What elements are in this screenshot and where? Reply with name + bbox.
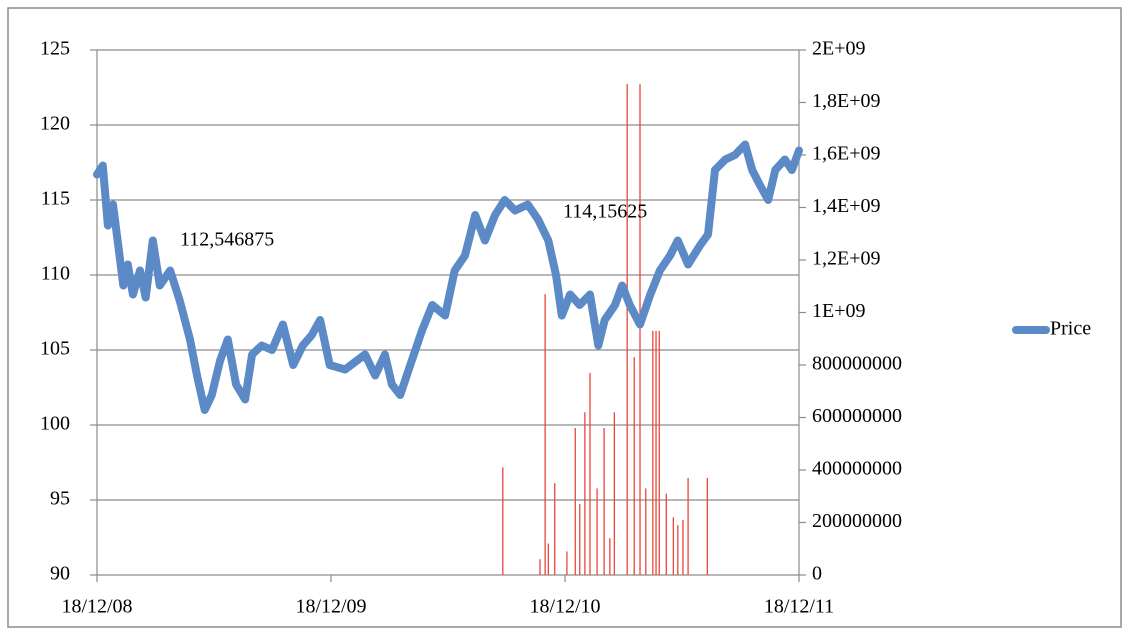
y-tick-label: 90 [50,563,70,585]
y2-tick-label: 1,4E+09 [812,195,881,217]
x-tick-label: 18/12/10 [529,596,600,618]
y2-tick-label: 400000000 [812,458,902,480]
y2-tick-label: 1,6E+09 [812,143,881,165]
y2-tick-label: 200000000 [812,510,902,532]
price-line [93,140,803,414]
y2-tick-label: 1,8E+09 [812,90,881,112]
y2-tick-label: 600000000 [812,405,902,427]
y-tick-label: 125 [40,38,70,60]
y-tick-label: 100 [40,413,70,435]
x-tick-label: 18/12/08 [61,596,132,618]
x-tick-label: 18/12/11 [764,596,834,618]
y-tick-label: 95 [50,488,70,510]
legend-label: Price [1050,318,1091,340]
y-tick-label: 120 [40,113,70,135]
annotation: 114,15625 [563,201,647,223]
x-tick-label: 18/12/09 [295,596,366,618]
y2-tick-label: 2E+09 [812,38,866,60]
y2-tick-label: 1E+09 [812,300,866,322]
annotation: 112,546875 [180,229,274,251]
y2-tick-label: 0 [812,563,822,585]
y-tick-label: 105 [40,338,70,360]
y-tick-label: 110 [41,263,70,285]
y2-tick-label: 1,2E+09 [812,248,881,270]
y2-tick-label: 800000000 [812,353,902,375]
y-tick-label: 115 [41,188,70,210]
